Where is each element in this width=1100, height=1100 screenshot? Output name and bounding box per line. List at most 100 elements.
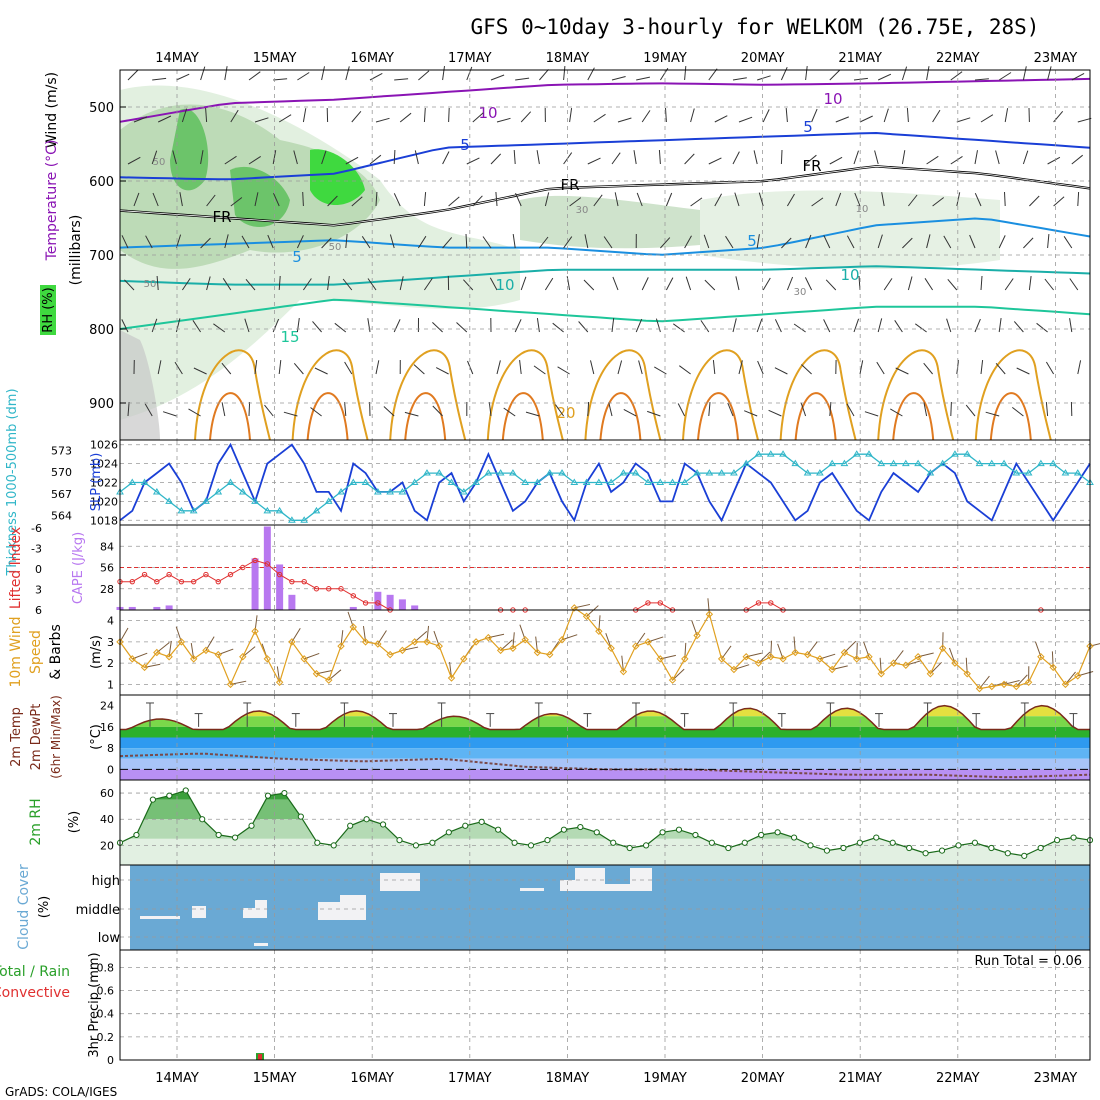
wind-barb bbox=[956, 117, 971, 123]
wind-barb bbox=[496, 117, 511, 123]
thickness-point bbox=[165, 497, 173, 504]
thickness-point bbox=[373, 487, 382, 495]
rh-point bbox=[873, 834, 880, 841]
thickness-point bbox=[828, 459, 837, 467]
wind-barb bbox=[334, 322, 347, 333]
wind-barb bbox=[584, 234, 589, 249]
wind-speed-point bbox=[533, 648, 542, 657]
rh-point bbox=[692, 831, 699, 839]
wind-speed-point bbox=[1012, 682, 1021, 691]
wind-barb bbox=[853, 318, 860, 333]
cloud-background bbox=[130, 865, 1090, 950]
wind-speed-point bbox=[1024, 678, 1033, 686]
run-total-label: Run Total = 0.06 bbox=[974, 954, 1082, 969]
wind-barb bbox=[515, 77, 530, 81]
wind-barb bbox=[703, 234, 710, 249]
thickness-point bbox=[202, 497, 210, 504]
wind-barb bbox=[635, 318, 643, 333]
isotherm-line bbox=[119, 131, 1091, 181]
thickness-point bbox=[594, 478, 603, 485]
precip-panel: 0 0.2 0.4 0.6 0.8 Run Total = 0.06 Total / Rai… bbox=[0, 949, 1091, 1067]
wind-barb bbox=[514, 319, 522, 333]
lifted-index-point bbox=[313, 586, 320, 592]
wind-barb bbox=[665, 192, 673, 207]
wind-barb bbox=[192, 320, 202, 333]
wind-barb bbox=[1077, 191, 1080, 207]
rh-point bbox=[281, 789, 288, 797]
rh-point bbox=[297, 813, 304, 820]
cloud-block bbox=[255, 900, 267, 918]
lifted-index-point bbox=[141, 571, 148, 578]
wind-barb bbox=[995, 362, 1006, 375]
wind-speed-point bbox=[607, 644, 615, 652]
wind-barb bbox=[998, 72, 1012, 81]
wind-speed-point bbox=[730, 665, 738, 674]
thickness-point bbox=[987, 459, 996, 467]
wind-barb bbox=[774, 367, 788, 375]
wind-barb bbox=[901, 66, 908, 81]
wind-barb bbox=[174, 361, 183, 375]
cape-bar bbox=[263, 526, 271, 610]
wind-speed-point bbox=[705, 610, 714, 618]
slp-tick-label: 1024 bbox=[90, 458, 118, 471]
date-label-top: 23MAY bbox=[1034, 51, 1078, 66]
wind-speed-point bbox=[631, 642, 640, 650]
wind-speed-point bbox=[275, 678, 284, 686]
y-tick-label: 600 bbox=[89, 175, 114, 190]
wind-barb bbox=[593, 113, 606, 123]
wind-speed-point bbox=[263, 655, 272, 663]
wind-barb bbox=[423, 107, 426, 123]
wind-barb bbox=[995, 150, 1000, 165]
contour-label: 50 bbox=[153, 157, 166, 168]
wind-barb bbox=[712, 360, 716, 375]
slp-tick-label: 1018 bbox=[90, 514, 118, 527]
wind-barb bbox=[267, 234, 274, 249]
wind-speed-point bbox=[398, 646, 407, 655]
date-label-bottom: 16MAY bbox=[350, 1071, 394, 1086]
wind-barb bbox=[823, 235, 831, 249]
wind-barb-10m bbox=[1065, 671, 1076, 685]
wind-barb bbox=[369, 154, 382, 165]
thickness-point bbox=[238, 487, 247, 495]
thickness-point bbox=[1049, 459, 1058, 467]
wind-barb bbox=[310, 407, 322, 417]
rh-point bbox=[988, 844, 995, 852]
rh-point bbox=[938, 847, 946, 854]
millibars-axis-label: (millibars) bbox=[68, 215, 84, 286]
wind-barb bbox=[1045, 361, 1055, 375]
wind-speed-point bbox=[165, 653, 173, 661]
wind-speed-point bbox=[767, 653, 775, 661]
thickness-point bbox=[484, 469, 493, 476]
wind-barb bbox=[152, 192, 159, 207]
thickness-point bbox=[766, 450, 775, 457]
date-label-bottom: 18MAY bbox=[546, 1071, 590, 1086]
wind-barb bbox=[768, 409, 782, 417]
cape-bar bbox=[153, 606, 161, 610]
thickness-point bbox=[705, 469, 714, 476]
rh-tick-label: 40 bbox=[100, 813, 114, 826]
wind-barb bbox=[1013, 321, 1024, 333]
rh-point bbox=[774, 829, 781, 836]
wind-barb bbox=[503, 407, 516, 417]
wind-speed-point bbox=[582, 612, 591, 621]
rh-axis-label-2: (%) bbox=[67, 811, 82, 834]
isotherm-warm-inner bbox=[794, 392, 837, 441]
rh-point bbox=[593, 829, 600, 836]
rh-point bbox=[840, 844, 847, 852]
wind-barb bbox=[466, 157, 480, 165]
wind-speed-point bbox=[239, 653, 247, 661]
wind-barb bbox=[121, 235, 129, 249]
rh-point bbox=[231, 834, 239, 841]
temp-bands bbox=[120, 705, 1090, 780]
wind-barb bbox=[278, 275, 281, 291]
thickness-point bbox=[361, 478, 370, 485]
thickness-point bbox=[251, 497, 259, 504]
wind-barb bbox=[465, 233, 468, 249]
lifted-index-point bbox=[252, 557, 258, 564]
wind-speed-point bbox=[656, 655, 664, 663]
wind-barb bbox=[200, 237, 211, 249]
wind-speed-point bbox=[337, 642, 345, 650]
wind-speed-point bbox=[828, 665, 836, 674]
contour-label: 50 bbox=[329, 242, 342, 253]
